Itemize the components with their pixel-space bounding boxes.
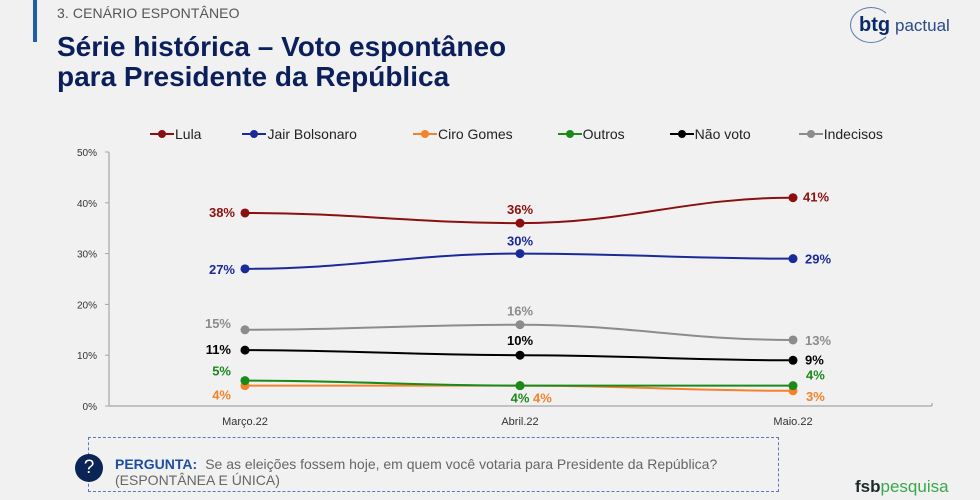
data-point-jair-bolsonaro [788,254,798,264]
x-tick-label: Abril.22 [501,416,538,428]
x-tick-label: Maio.22 [773,416,812,428]
legend-marker-icon [669,129,694,139]
y-tick-label: 40% [77,199,97,210]
section-label: 3. CENÁRIO ESPONTÂNEO [57,5,240,21]
legend-label: Ciro Gomes [437,126,513,142]
data-label-ciro-gomes: 4% [533,391,552,406]
data-label-jair-bolsonaro: 27% [209,262,235,277]
legend-item-indecisos: Indecisos [798,126,883,142]
legend-marker-icon [412,129,437,139]
legend-marker-icon [798,129,823,139]
data-label-indecisos: 16% [507,304,533,319]
data-point-lula [240,208,250,218]
legend-marker-icon [150,129,174,139]
data-label-nao-voto: 10% [507,333,533,348]
btg-pactual-logo: btg pactual [845,6,970,43]
y-tick-label: 30% [77,250,97,261]
y-tick-label: 50% [77,148,97,159]
question-label: PERGUNTA: [115,456,198,472]
question-body: Se as eleições fossem hoje, em quem você… [205,456,718,472]
fsb-pesquisa-logo: fsbpesquisa [855,477,949,497]
data-point-outros [788,381,798,391]
legend-label: Outros [582,126,625,142]
logo-fsb-text: fsb [855,477,881,496]
data-point-lula [515,218,525,228]
data-point-jair-bolsonaro [240,264,250,274]
legend-marker-icon [557,129,582,139]
data-label-jair-bolsonaro: 29% [805,252,831,267]
y-tick-label: 10% [77,351,97,362]
legend-item-ciro-gomes: Ciro Gomes [412,126,513,142]
legend-label: Não voto [694,126,751,142]
data-label-lula: 38% [209,205,235,220]
legend-label: Lula [175,126,202,142]
data-point-indecisos [515,320,525,330]
data-label-ciro-gomes: 4% [212,388,231,403]
page-title: Série histórica – Voto espontâneo para P… [57,32,506,92]
question-subtext: (ESPONTÂNEA E ÚNICA) [115,472,280,488]
question-text: PERGUNTA: Se as eleições fossem hoje, em … [115,456,717,488]
legend-item-lula: Lula [150,126,201,142]
data-label-outros: 4% [806,368,825,383]
data-point-jair-bolsonaro [515,249,525,259]
data-point-nao-voto [515,350,525,360]
data-point-indecisos [788,335,798,345]
legend-label: Indecisos [823,126,883,142]
data-label-lula: 41% [803,190,829,205]
y-tick-label: 20% [77,300,97,311]
line-chart: 0% 10% 20% 30% 40% 50% Março.22 Abril.22 Maio.22… [77,148,933,428]
y-tick-label: 0% [83,402,98,413]
logo-pactual-text: pactual [895,16,950,35]
legend-marker-icon [242,129,267,139]
data-point-indecisos [240,325,250,335]
page-title-line1: Série histórica – Voto espontâneo [57,31,507,62]
data-label-indecisos: 13% [805,333,831,348]
legend-label: Jair Bolsonaro [267,126,357,142]
x-tick-label: Março.22 [222,416,268,428]
data-label-outros: 4% [511,391,530,406]
data-point-nao-voto [788,355,798,365]
legend-item-jair-bolsonaro: Jair Bolsonaro [242,126,357,142]
data-label-indecisos: 15% [205,316,231,331]
data-label-outros: 5% [212,364,231,379]
logo-btg-text: btg [859,14,891,36]
legend-item-outros: Outros [557,126,625,142]
page-title-line2: para Presidente da República [57,61,450,92]
data-point-lula [788,193,798,203]
legend-item-nao-voto: Não voto [669,126,751,142]
data-point-nao-voto [240,345,250,355]
data-point-outros [240,376,250,386]
chart-legend: Lula Jair Bolsonaro Ciro Gomes Outros Não vo… [150,126,924,142]
section-accent-bar [33,0,37,42]
logo-ring-icon [850,7,892,43]
data-point-outros [515,381,525,391]
data-label-ciro-gomes: 3% [806,389,825,404]
logo-pesquisa-text: pesquisa [880,477,949,496]
data-label-nao-voto: 9% [805,352,824,367]
data-label-jair-bolsonaro: 30% [507,234,533,249]
data-label-nao-voto: 11% [206,342,232,357]
question-mark-icon: ? [75,454,103,482]
data-label-lula: 36% [507,202,533,217]
